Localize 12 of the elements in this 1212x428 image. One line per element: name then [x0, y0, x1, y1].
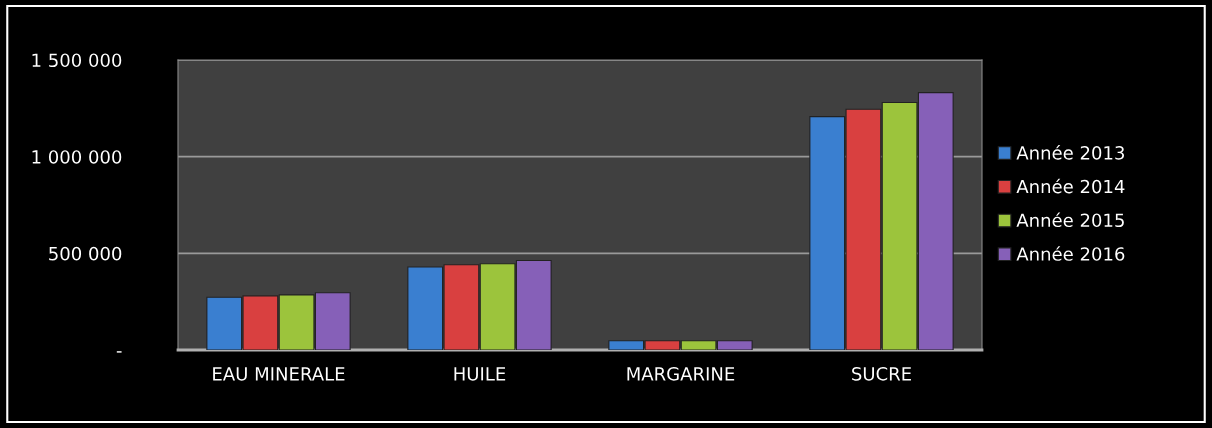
- y-tick-label: -: [116, 351, 122, 353]
- x-tick-label: HUILE: [454, 367, 506, 381]
- legend-label: Année 2013: [1016, 144, 1124, 160]
- legend-label: Année 2016: [1016, 246, 1125, 261]
- x-tick-label: SUCRE: [852, 366, 911, 381]
- x-tick-label: EAU MINERALE: [213, 367, 345, 381]
- y-tick-label: 1 000 000: [32, 150, 122, 164]
- y-tick-label: 1 500 000: [32, 53, 122, 68]
- y-tick-label: 500 000: [49, 246, 122, 261]
- x-tick-label: MARGARINE: [627, 366, 735, 381]
- legend-label: Année 2015: [1016, 212, 1124, 228]
- legend-label: Année 2014: [1016, 178, 1125, 194]
